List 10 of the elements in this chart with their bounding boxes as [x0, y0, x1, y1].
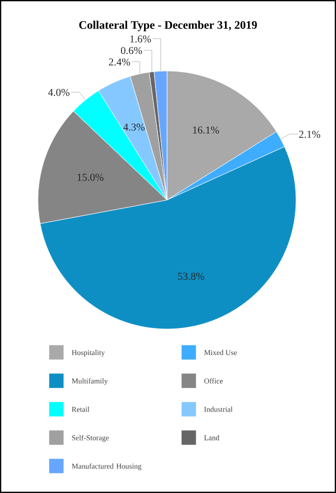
- data-label: 2.4%: [109, 58, 130, 66]
- data-label: 15.0%: [78, 174, 104, 181]
- data-label: 4.0%: [48, 88, 70, 96]
- data-label: 1.6%: [130, 35, 151, 43]
- data-label: 0.6%: [120, 46, 142, 54]
- data-label: 4.3%: [123, 124, 145, 131]
- chart-title: Collateral Type - December 31, 2019: [79, 20, 257, 32]
- data-label: 16.1%: [193, 126, 219, 134]
- data-label: 53.8%: [178, 272, 204, 280]
- data-label: 2.1%: [299, 130, 320, 138]
